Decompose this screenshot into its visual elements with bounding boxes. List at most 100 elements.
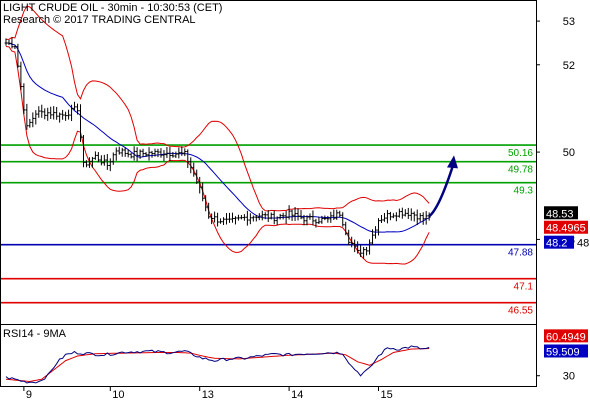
price-bar — [28, 118, 32, 128]
price-bar — [240, 215, 243, 220]
price-bar — [412, 211, 416, 222]
price-bar — [102, 154, 106, 166]
price-bar — [293, 207, 297, 221]
price-bar — [257, 213, 261, 221]
price-bar — [368, 239, 371, 255]
level-label-4: 47.1 — [514, 282, 534, 293]
rsi-y-tick-label: 30 — [563, 371, 575, 383]
price-bar — [105, 153, 109, 170]
price-bar — [195, 169, 199, 184]
price-bar — [40, 104, 44, 118]
x-axis: 9 10 13 14 15 — [23, 386, 393, 400]
price-bar — [10, 37, 14, 49]
bollinger-badge: 48.4965 — [544, 220, 588, 235]
rsi-line — [5, 345, 430, 384]
price-bar — [162, 150, 166, 162]
price-bar — [394, 212, 398, 222]
price-bar — [421, 212, 425, 225]
price-bar — [22, 83, 26, 115]
price-bar — [177, 147, 181, 159]
price-bar — [82, 135, 85, 168]
level-label-0: 50.16 — [508, 148, 533, 159]
price-bar — [374, 226, 377, 239]
x-tick-label: 9 — [26, 389, 32, 400]
price-bar — [135, 147, 139, 162]
price-bar — [272, 210, 276, 225]
price-bar — [329, 211, 333, 223]
price-bar — [61, 109, 65, 120]
price-bar — [34, 110, 38, 125]
price-bar — [323, 215, 327, 221]
price-bar — [400, 207, 404, 219]
price-bar — [317, 216, 321, 225]
price-bar — [7, 39, 11, 45]
price-bar — [192, 162, 196, 177]
price-bar — [377, 218, 380, 236]
price-bar — [117, 146, 121, 155]
price-bar — [123, 147, 127, 157]
price-bar — [150, 150, 154, 158]
level-labels: 50.16 49.78 49.3 47.88 47.1 46.55 — [508, 148, 533, 317]
price-bar — [19, 61, 23, 91]
price-bar — [129, 152, 133, 159]
price-bar — [138, 149, 142, 159]
svg-text:48.4965: 48.4965 — [546, 223, 586, 235]
y-axis: 5352504830 — [536, 16, 575, 383]
level-label-5: 46.55 — [508, 306, 533, 317]
price-bar — [251, 215, 255, 222]
price-bar — [356, 241, 360, 254]
price-bar — [73, 101, 76, 110]
price-bar — [153, 148, 157, 157]
ma-badge: 48.2 — [544, 235, 574, 250]
price-bar — [147, 147, 151, 161]
price-bar — [380, 215, 383, 224]
price-bar — [234, 216, 237, 225]
moving-average-line — [5, 42, 430, 233]
price-bar — [31, 112, 35, 128]
price-bar — [55, 106, 59, 120]
price-bar — [326, 215, 330, 223]
rsi-title: RSI14 - 9MA — [3, 328, 67, 340]
price-bar — [79, 104, 82, 142]
price-bar — [243, 214, 246, 221]
x-tick-label: 10 — [112, 389, 124, 400]
price-content — [1, 5, 536, 304]
price-bar — [347, 229, 351, 246]
price-bar — [245, 210, 249, 226]
price-bar — [386, 209, 389, 224]
price-bar — [424, 210, 428, 225]
price-bar — [406, 207, 410, 219]
price-bar — [25, 103, 29, 130]
price-bar — [266, 210, 270, 223]
rsi-panel-border — [0, 324, 537, 387]
price-bar — [189, 157, 193, 174]
price-bar — [254, 215, 258, 222]
price-bar — [174, 151, 178, 158]
price-bar — [225, 213, 228, 225]
price-bar — [186, 149, 190, 169]
x-tick-label: 15 — [381, 389, 393, 400]
price-bar — [290, 209, 294, 221]
price-bar — [392, 213, 395, 219]
y-tick-label: 53 — [563, 16, 575, 28]
price-bar — [222, 217, 225, 225]
ma-badge-axis-label: 48 — [577, 238, 589, 250]
price-bar — [120, 147, 124, 157]
price-bar — [46, 107, 50, 121]
price-bar — [85, 160, 88, 168]
price-bar — [126, 149, 130, 158]
price-bar — [165, 146, 169, 158]
price-bar — [260, 210, 264, 221]
price-bar — [418, 213, 422, 222]
price-bar — [269, 212, 273, 220]
price-bar — [344, 221, 348, 236]
price-bar — [168, 146, 172, 161]
price-bar — [114, 147, 118, 161]
projection-arrowhead — [447, 155, 458, 169]
price-bar — [67, 109, 70, 120]
price-bar — [383, 212, 386, 222]
price-bar — [111, 152, 115, 165]
price-bar — [132, 146, 136, 161]
price-bar — [43, 108, 47, 120]
